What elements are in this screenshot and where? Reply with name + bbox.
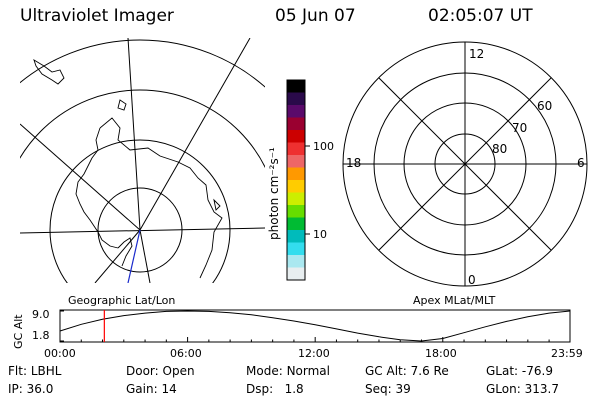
colorbar-unit: photon cm⁻²s⁻¹	[267, 147, 281, 240]
colorbar-tick-label: 10	[313, 228, 327, 241]
filter-status: Flt: LBHL	[8, 364, 62, 378]
x-tick-label: 23:59	[551, 347, 583, 360]
colorbar-segment	[287, 242, 305, 256]
latitude-circle	[49, 139, 231, 283]
left-panel-label: Geographic Lat/Lon	[68, 294, 175, 307]
colorbar-segment	[287, 80, 305, 93]
gain-status: Gain: 14	[126, 382, 177, 396]
colorbar-segment	[287, 117, 305, 131]
colorbar-segment	[287, 167, 305, 181]
dsp-status: Dsp: 1.8	[246, 382, 304, 396]
spacecraft-track	[127, 229, 141, 283]
instrument-title: Ultraviolet Imager	[20, 6, 174, 26]
latitude-circle	[20, 39, 265, 88]
colorbar-segment	[287, 217, 305, 231]
meridian-line	[20, 123, 141, 231]
ip-status: IP: 36.0	[8, 382, 54, 396]
glat-status: GLat: -76.9	[486, 364, 553, 378]
mlt-line	[378, 77, 552, 251]
x-tick-label: 18:00	[425, 347, 457, 360]
colorbar-segment	[287, 267, 305, 281]
meridian-line	[139, 38, 251, 231]
colorbar-segment	[287, 130, 305, 143]
altitude-series-line	[59, 310, 571, 342]
gc-alt-status: GC Alt: 7.6 Re	[365, 364, 449, 378]
colorbar-segment	[287, 142, 305, 156]
colorbar-segment	[287, 92, 305, 106]
right-panel-label: Apex MLat/MLT	[413, 294, 496, 307]
y-tick-label: 1.8	[32, 329, 50, 342]
mlt-label-18: 18	[346, 156, 361, 170]
x-tick-label: 00:00	[44, 347, 76, 360]
meridian-line	[139, 229, 151, 283]
x-tick-label: 06:00	[170, 347, 202, 360]
apex-polar-grid	[342, 41, 588, 287]
mlat-label-60: 60	[537, 99, 552, 113]
colorbar-segment	[287, 205, 305, 218]
y-axis-label: GC Alt	[12, 314, 25, 349]
x-tick-label: 12:00	[298, 347, 330, 360]
mlat-label-80: 80	[492, 142, 507, 156]
mlat-label-70: 70	[512, 121, 527, 135]
meridian-line	[127, 38, 141, 231]
geographic-map	[20, 38, 265, 283]
colorbar-tick-label: 100	[313, 140, 334, 153]
mlt-label-6: 6	[577, 156, 585, 170]
orbit-altitude-plot	[59, 309, 571, 343]
meridian-line	[94, 229, 141, 283]
colorbar-frame	[286, 79, 306, 281]
mlt-label-0: 0	[468, 273, 476, 287]
coastline	[33, 58, 223, 279]
colorbar-segment	[287, 155, 305, 168]
colorbar-segment	[287, 192, 305, 206]
date-label: 05 Jun 07	[275, 6, 356, 26]
colorbar-segment	[287, 180, 305, 193]
time-label: 02:05:07 UT	[428, 6, 533, 26]
meridian-line	[20, 227, 265, 234]
glon-status: GLon: 313.7	[486, 382, 559, 396]
seq-status: Seq: 39	[365, 382, 411, 396]
colorbar-segment	[287, 255, 305, 268]
colorbar	[287, 80, 305, 281]
latitude-circle	[20, 89, 265, 169]
mode-status: Mode: Normal	[246, 364, 330, 378]
mlt-label-12: 12	[469, 47, 484, 61]
colorbar-segment	[287, 230, 305, 243]
door-status: Door: Open	[126, 364, 195, 378]
y-tick-label: 9.0	[32, 308, 50, 321]
colorbar-segment	[287, 105, 305, 118]
